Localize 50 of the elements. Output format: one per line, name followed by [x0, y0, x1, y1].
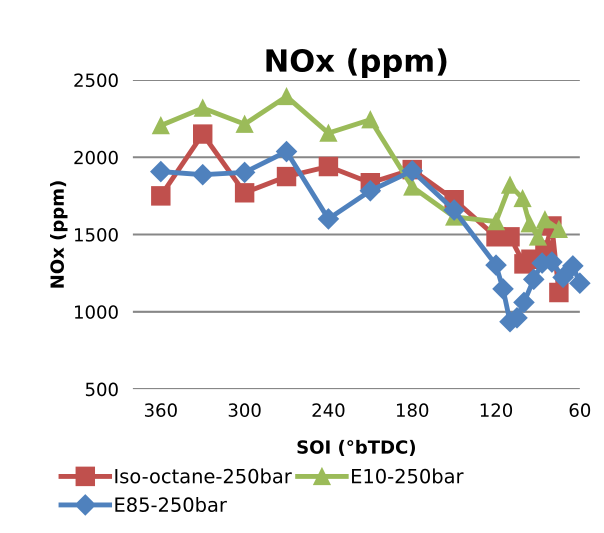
x-tick-label: 300 [228, 403, 261, 417]
point [514, 190, 532, 208]
point [234, 183, 254, 203]
point [234, 162, 256, 183]
chart-title: NOx (ppm) [266, 48, 446, 78]
point [404, 178, 421, 196]
point [236, 115, 254, 133]
point [562, 255, 584, 276]
point [486, 254, 507, 276]
y-axis-title: NOx (ppm) [50, 181, 68, 288]
x-tick-label: 60 [570, 403, 590, 417]
x-tick-label: 240 [312, 403, 344, 417]
x-tick-label: 360 [144, 403, 177, 417]
point [320, 124, 338, 142]
y-tick-label: 1000 [75, 305, 118, 319]
point [362, 110, 380, 128]
point [492, 278, 514, 300]
point [523, 268, 544, 290]
legend-label: E10-250bar [352, 468, 464, 484]
point [501, 176, 519, 194]
x-tick-label: 120 [480, 403, 512, 417]
point [529, 228, 547, 246]
legend-label: Iso-octane-250bar [115, 468, 292, 484]
point [150, 161, 172, 182]
x-axis-title: SOI (°bTDC) [297, 440, 415, 456]
point [360, 180, 381, 202]
point [151, 186, 171, 206]
point [549, 282, 569, 302]
point [276, 141, 298, 162]
point [520, 215, 538, 232]
y-tick-label: 1500 [75, 228, 118, 242]
x-tick-label: 180 [396, 403, 428, 417]
point [318, 156, 338, 176]
point [194, 99, 212, 117]
y-tick-label: 2500 [74, 73, 118, 88]
y-tick-label: 2000 [74, 150, 118, 164]
point [536, 211, 554, 228]
point [318, 208, 339, 230]
point [569, 272, 590, 294]
point [487, 212, 505, 230]
point [552, 266, 574, 288]
point [192, 164, 214, 186]
point [276, 166, 296, 186]
legend-label: E85-250bar [115, 496, 227, 512]
point [192, 124, 212, 144]
y-tick-label: 500 [86, 382, 118, 396]
point [550, 220, 568, 238]
point [152, 116, 170, 134]
point [513, 292, 534, 313]
point [444, 200, 465, 221]
